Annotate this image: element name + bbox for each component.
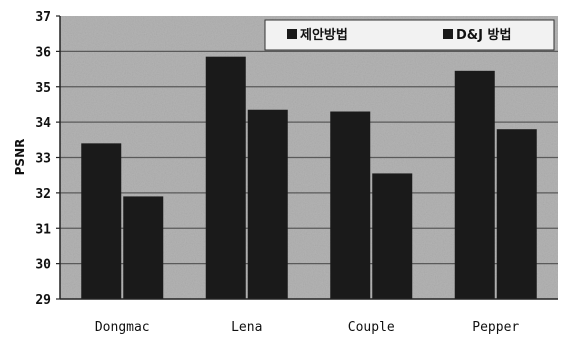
x-tick-label: Lena (231, 320, 262, 335)
bar-dongmac-series-1 (81, 143, 122, 299)
bars (81, 56, 537, 300)
y-tick-label: 29 (35, 293, 51, 308)
y-tick-label: 37 (35, 10, 51, 25)
bar-couple-series-1 (330, 111, 371, 299)
axes (56, 15, 558, 300)
x-tick-label: Dongmac (95, 320, 150, 335)
y-tick-label: 33 (35, 152, 51, 167)
bar-dongmac-series-2 (123, 196, 164, 299)
x-tick-label: Couple (348, 320, 395, 335)
legend-swatch-series-2 (443, 29, 453, 39)
bar-couple-series-2 (372, 173, 413, 299)
bar-lena-series-2 (247, 109, 288, 300)
y-tick-labels: 29 30 31 32 33 34 35 36 37 (35, 10, 51, 308)
x-tick-label: Pepper (472, 320, 519, 335)
y-tick-label: 36 (35, 45, 51, 60)
y-tick-label: 30 (35, 258, 51, 273)
bar-lena-series-1 (205, 56, 246, 300)
bar-pepper-series-2 (496, 129, 537, 299)
bar-pepper-series-1 (454, 70, 495, 299)
y-tick-label: 34 (35, 116, 51, 131)
y-axis-title: PSNR (13, 139, 27, 176)
legend-box (264, 19, 555, 51)
y-tick-label: 35 (35, 81, 51, 96)
x-tick-labels: Dongmac Lena Couple Pepper (95, 320, 520, 335)
y-tick-label: 31 (35, 222, 51, 237)
y-tick-label: 32 (35, 187, 51, 202)
legend-label-series-1: 제안방법 (300, 27, 348, 43)
legend: 제안방법 D&J 방법 (264, 19, 555, 51)
legend-swatch-series-1 (287, 29, 297, 39)
legend-label-series-2: D&J 방법 (456, 27, 511, 43)
